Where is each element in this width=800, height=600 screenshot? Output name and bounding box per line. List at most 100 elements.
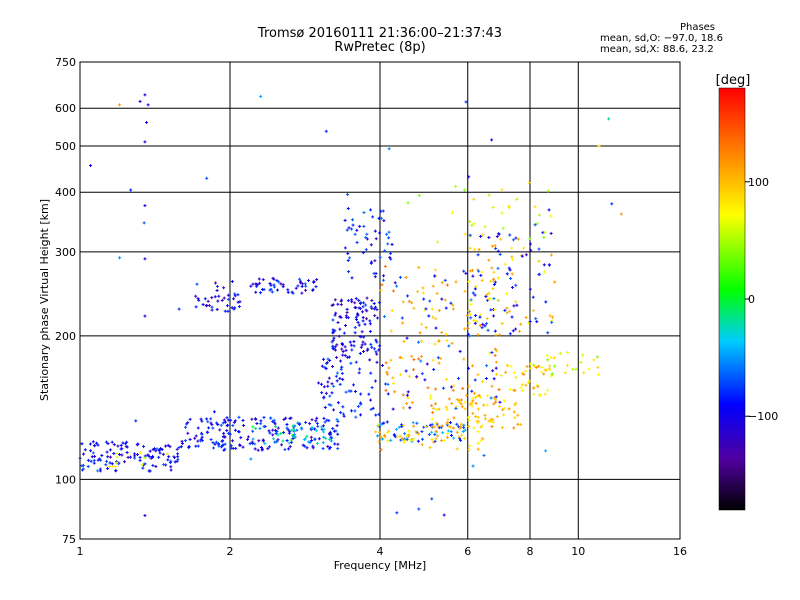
data-point [353,331,357,335]
data-point [493,308,497,312]
data-point [322,416,326,420]
data-point [378,231,382,235]
data-point [320,391,324,395]
data-point [495,235,499,239]
data-point [154,449,158,453]
data-point [226,423,230,427]
data-point [387,429,391,433]
data-point [480,270,484,274]
data-point [136,453,140,457]
data-point [548,314,552,318]
data-point [532,364,536,368]
data-point [451,426,455,430]
data-point [311,446,315,450]
data-point [353,389,357,393]
data-point [328,437,332,441]
data-point [467,280,471,284]
data-point [300,284,304,288]
data-point [549,253,553,257]
data-point [217,442,221,446]
data-point [142,221,146,225]
data-point [532,392,536,396]
data-point [451,388,455,392]
data-point [454,405,458,409]
data-point [160,447,164,451]
data-point [416,432,420,436]
data-point [429,394,433,398]
data-point [327,447,331,451]
data-point [445,432,449,436]
data-point [336,432,340,436]
colorbar-ticks: 100 0 −100 [745,176,778,423]
data-point [394,435,398,439]
data-point [340,342,344,346]
data-point [262,288,266,292]
data-point [326,380,330,384]
data-point [377,440,381,444]
data-point [340,347,344,351]
data-point [338,382,342,386]
data-point [378,344,382,348]
data-point [353,409,357,413]
data-point [509,277,513,281]
data-point [406,390,410,394]
data-point [437,309,441,313]
data-point [427,433,431,437]
data-point [581,353,585,357]
data-point [307,279,311,283]
data-point [436,434,440,438]
data-point [223,309,227,313]
data-point [497,232,501,236]
data-point [343,218,347,222]
data-point [373,229,377,233]
data-point [485,364,489,368]
data-point [369,407,373,411]
data-point [272,418,276,422]
data-point [527,321,531,325]
data-point [260,445,264,449]
data-point [212,410,216,414]
data-point [338,377,342,381]
data-point [158,451,162,455]
data-point [451,303,455,307]
data-point [384,388,388,392]
data-point [372,347,376,351]
data-point [218,428,222,432]
data-point [517,329,521,333]
data-point [377,301,381,305]
data-point [524,253,528,257]
data-point [141,466,145,470]
data-point [231,446,235,450]
data-point [320,427,324,431]
data-point [496,266,500,270]
data-point [176,452,180,456]
data-point [168,461,172,465]
data-point [471,396,475,400]
data-point [473,313,477,317]
data-point [455,398,459,402]
data-point [196,296,200,300]
data-point [386,392,390,396]
data-point [188,437,192,441]
data-point [470,404,474,408]
data-point [303,444,307,448]
data-point [328,431,332,435]
data-point [461,430,465,434]
data-point [565,350,569,354]
data-point [446,429,450,433]
data-point [96,443,100,447]
colorbar [718,87,746,511]
data-point [301,282,305,286]
data-point [99,458,103,462]
data-point [331,427,335,431]
data-point [330,303,334,307]
data-point [340,365,344,369]
data-point [500,322,504,326]
data-point [325,418,329,422]
data-point [205,417,209,421]
data-point [531,309,535,313]
data-point [331,347,335,351]
data-point [449,425,453,429]
data-point [312,280,316,284]
data-point [442,438,446,442]
